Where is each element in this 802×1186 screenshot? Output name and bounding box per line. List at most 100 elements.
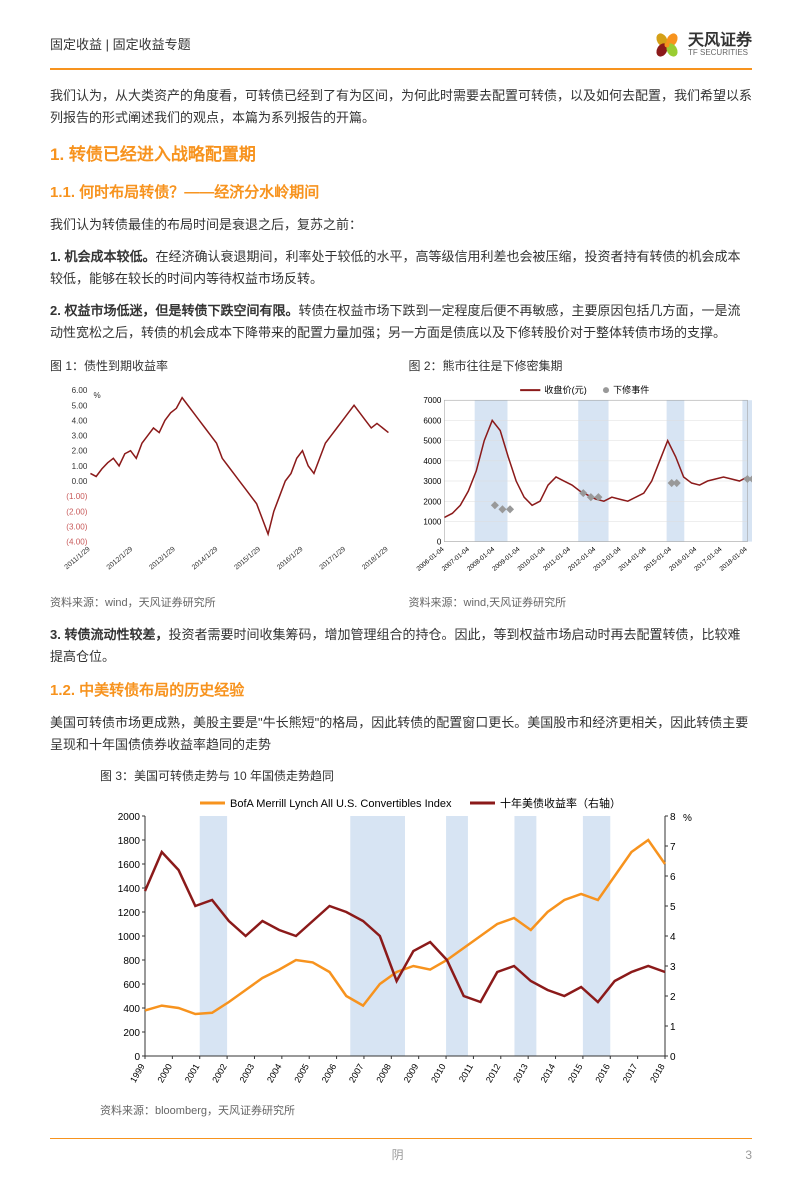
logo-text-en: TF SECURITIES	[688, 49, 752, 58]
svg-text:2011: 2011	[457, 1062, 475, 1084]
fig1-chart: 6.005.004.003.002.001.000.00(1.00)(2.00)…	[50, 380, 394, 582]
svg-text:下修事件: 下修事件	[613, 385, 649, 396]
svg-text:2013: 2013	[511, 1062, 530, 1084]
svg-text:600: 600	[123, 980, 140, 991]
svg-text:2006: 2006	[320, 1062, 339, 1084]
svg-text:2011/1/29: 2011/1/29	[64, 546, 92, 571]
svg-text:2013/1/29: 2013/1/29	[148, 546, 177, 572]
svg-text:6: 6	[670, 872, 676, 883]
svg-text:2017: 2017	[621, 1062, 640, 1084]
paragraph: 2. 权益市场低迷，但是转债下跌空间有限。转债在权益市场下跌到一定程度后便不再敏…	[50, 300, 752, 344]
svg-text:1800: 1800	[118, 836, 141, 847]
svg-text:2018/1/29: 2018/1/29	[361, 546, 390, 572]
figure-3: 图 3：美国可转债走势与 10 年国债走势趋同 BofA Merrill Lyn…	[100, 766, 700, 1120]
svg-text:%: %	[93, 392, 100, 401]
svg-text:2014: 2014	[539, 1062, 558, 1084]
intro-paragraph: 我们认为，从大类资产的角度看，可转债已经到了有为区间，为何此时需要去配置可转债，…	[50, 85, 752, 129]
chart-row-1: 图 1：债性到期收益率 6.005.004.003.002.001.000.00…	[50, 356, 752, 612]
logo-icon	[652, 30, 682, 60]
svg-text:200: 200	[123, 1028, 140, 1039]
figure-1: 图 1：债性到期收益率 6.005.004.003.002.001.000.00…	[50, 356, 394, 612]
page-footer: 阴 3	[50, 1138, 752, 1165]
svg-text:(2.00): (2.00)	[66, 508, 87, 517]
page-number: 3	[745, 1145, 752, 1165]
fig1-title: 图 1：债性到期收益率	[50, 356, 394, 376]
svg-text:0: 0	[670, 1052, 676, 1063]
svg-text:1000: 1000	[118, 932, 141, 943]
section-heading-1-2: 1.2. 中美转债布局的历史经验	[50, 678, 752, 704]
svg-text:4: 4	[670, 932, 676, 943]
svg-text:2004: 2004	[265, 1062, 284, 1084]
svg-text:2000: 2000	[155, 1062, 174, 1084]
svg-text:2001: 2001	[183, 1062, 202, 1084]
section-heading-1: 1. 转债已经进入战略配置期	[50, 141, 752, 170]
fig3-source: 资料来源：bloomberg，天风证券研究所	[100, 1102, 700, 1121]
fig3-title: 图 3：美国可转债走势与 10 年国债走势趋同	[100, 766, 700, 786]
fig2-title: 图 2：熊市往往是下修密集期	[409, 356, 753, 376]
svg-text:BofA Merrill Lynch All U.S. Co: BofA Merrill Lynch All U.S. Convertibles…	[230, 798, 452, 810]
svg-text:2018-01-04: 2018-01-04	[718, 546, 748, 573]
svg-text:2008: 2008	[374, 1062, 393, 1084]
fig2-source: 资料来源：wind,天风证券研究所	[409, 594, 753, 613]
svg-text:7: 7	[670, 842, 676, 853]
fig1-source: 资料来源：wind，天风证券研究所	[50, 594, 394, 613]
svg-text:(3.00): (3.00)	[66, 523, 87, 532]
paragraph: 3. 转债流动性较差，投资者需要时间收集筹码，增加管理组合的持仓。因此，等到权益…	[50, 624, 752, 668]
fig3-chart: BofA Merrill Lynch All U.S. Convertibles…	[100, 791, 700, 1091]
figure-2: 图 2：熊市往往是下修密集期 收盘价(元)下修事件010002000300040…	[409, 356, 753, 612]
paragraph: 我们认为转债最佳的布局时间是衰退之后，复苏之前：	[50, 214, 752, 236]
svg-text:8: 8	[670, 812, 676, 823]
svg-text:6.00: 6.00	[72, 387, 88, 396]
fig2-chart: 收盘价(元)下修事件010002000300040005000600070002…	[409, 380, 753, 582]
svg-text:5000: 5000	[423, 437, 441, 446]
svg-text:1400: 1400	[118, 884, 141, 895]
svg-text:0: 0	[134, 1052, 140, 1063]
svg-text:0: 0	[436, 538, 441, 547]
page-header: 固定收益 | 固定收益专题 天风证券 TF SECURITIES	[50, 30, 752, 70]
svg-text:2003: 2003	[238, 1062, 257, 1084]
svg-text:3: 3	[670, 962, 676, 973]
svg-text:2015: 2015	[566, 1062, 585, 1084]
svg-text:4.00: 4.00	[72, 417, 88, 426]
svg-text:1600: 1600	[118, 860, 141, 871]
svg-text:2: 2	[670, 992, 676, 1003]
section-heading-1-1: 1.1. 何时布局转债？——经济分水岭期间	[50, 180, 752, 206]
svg-text:2005: 2005	[292, 1062, 311, 1084]
logo-text-cn: 天风证券	[688, 32, 752, 50]
svg-text:7000: 7000	[423, 397, 441, 406]
company-logo: 天风证券 TF SECURITIES	[652, 30, 752, 60]
svg-text:4000: 4000	[423, 457, 441, 466]
paragraph: 美国可转债市场更成熟，美股主要是"牛长熊短"的格局，因此转债的配置窗口更长。美国…	[50, 712, 752, 756]
svg-text:1: 1	[670, 1022, 676, 1033]
svg-text:5.00: 5.00	[72, 402, 88, 411]
svg-text:1999: 1999	[128, 1062, 147, 1084]
svg-text:2012: 2012	[484, 1062, 503, 1084]
svg-text:2014/1/29: 2014/1/29	[191, 546, 220, 572]
svg-text:2017/1/29: 2017/1/29	[319, 546, 348, 572]
svg-text:2016: 2016	[593, 1062, 612, 1084]
svg-text:%: %	[683, 813, 692, 824]
svg-text:2002: 2002	[210, 1062, 229, 1084]
svg-text:1200: 1200	[118, 908, 141, 919]
svg-text:3.00: 3.00	[72, 432, 88, 441]
svg-text:2000: 2000	[423, 498, 441, 507]
svg-text:2018: 2018	[648, 1062, 667, 1084]
svg-text:3000: 3000	[423, 477, 441, 486]
svg-text:收盘价(元): 收盘价(元)	[544, 385, 586, 396]
svg-text:2009: 2009	[402, 1062, 421, 1084]
svg-text:6000: 6000	[423, 417, 441, 426]
svg-text:2.00: 2.00	[72, 447, 88, 456]
svg-text:800: 800	[123, 956, 140, 967]
header-category: 固定收益 | 固定收益专题	[50, 34, 191, 56]
svg-text:2012/1/29: 2012/1/29	[106, 546, 135, 572]
paragraph: 1. 机会成本较低。在经济确认衰退期间，利率处于较低的水平，高等级信用利差也会被…	[50, 246, 752, 290]
svg-text:(1.00): (1.00)	[66, 493, 87, 502]
svg-text:2016/1/29: 2016/1/29	[276, 546, 305, 572]
svg-text:2010: 2010	[429, 1062, 448, 1084]
svg-text:(4.00): (4.00)	[66, 538, 87, 547]
footer-center: 阴	[50, 1145, 745, 1165]
svg-text:十年美债收益率（右轴）: 十年美债收益率（右轴）	[500, 796, 621, 810]
svg-text:0.00: 0.00	[72, 477, 88, 486]
svg-text:2007: 2007	[347, 1062, 366, 1084]
svg-text:400: 400	[123, 1004, 140, 1015]
